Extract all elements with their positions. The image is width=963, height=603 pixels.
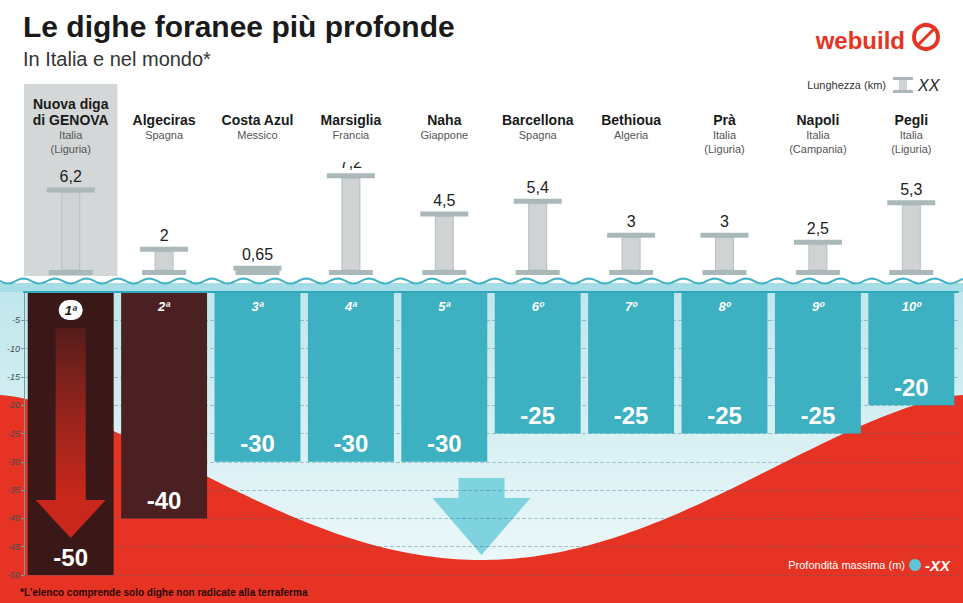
svg-text:(Campania): (Campania) <box>789 143 846 155</box>
svg-text:webuild: webuild <box>815 27 905 54</box>
svg-text:*L'elenco comprende solo dighe: *L'elenco comprende solo dighe non radic… <box>20 587 308 598</box>
svg-text:1ª: 1ª <box>65 303 78 318</box>
svg-text:Profondità massima (m): Profondità massima (m) <box>788 559 905 571</box>
svg-text:Bethioua: Bethioua <box>601 112 661 128</box>
svg-text:XX: XX <box>917 77 941 94</box>
svg-text:5,4: 5,4 <box>527 179 549 196</box>
svg-text:-35: -35 <box>7 485 21 495</box>
svg-text:6º: 6º <box>532 299 545 314</box>
svg-text:-25: -25 <box>7 429 21 439</box>
svg-text:Italia: Italia <box>806 129 830 141</box>
svg-text:Marsiglia: Marsiglia <box>321 112 382 128</box>
svg-text:Algeria: Algeria <box>614 129 649 141</box>
svg-text:4,5: 4,5 <box>433 192 455 209</box>
svg-text:Pegli: Pegli <box>895 112 928 128</box>
svg-text:-5: -5 <box>12 315 21 325</box>
svg-text:-10: -10 <box>7 344 20 354</box>
svg-text:-40: -40 <box>147 487 182 514</box>
svg-text:-45: -45 <box>7 542 21 552</box>
svg-text:Italia: Italia <box>713 129 737 141</box>
svg-text:2,5: 2,5 <box>807 220 829 237</box>
svg-text:6,2: 6,2 <box>60 168 82 185</box>
svg-text:-50: -50 <box>53 544 88 571</box>
svg-text:Algeciras: Algeciras <box>133 112 196 128</box>
svg-text:di GENOVA: di GENOVA <box>33 112 109 128</box>
svg-text:-20: -20 <box>7 400 20 410</box>
svg-text:7º: 7º <box>625 299 638 314</box>
svg-text:(Liguria): (Liguria) <box>891 143 931 155</box>
svg-text:9º: 9º <box>812 299 825 314</box>
svg-text:3ª: 3ª <box>251 299 264 314</box>
svg-text:5ª: 5ª <box>438 299 451 314</box>
svg-text:4ª: 4ª <box>344 299 358 314</box>
svg-text:-25: -25 <box>614 402 649 429</box>
svg-text:Spagna: Spagna <box>145 129 184 141</box>
svg-text:5,3: 5,3 <box>900 181 922 198</box>
svg-text:2: 2 <box>160 227 169 244</box>
svg-text:10º: 10º <box>902 299 922 314</box>
svg-text:-15: -15 <box>7 372 21 382</box>
svg-text:Barcellona: Barcellona <box>502 112 574 128</box>
svg-text:3: 3 <box>720 213 729 230</box>
svg-text:Prà: Prà <box>713 112 736 128</box>
svg-text:-25: -25 <box>707 402 742 429</box>
svg-text:Le dighe foranee più profonde: Le dighe foranee più profonde <box>23 10 455 43</box>
svg-text:-25: -25 <box>801 402 836 429</box>
svg-text:Naha: Naha <box>427 112 461 128</box>
svg-text:-20: -20 <box>894 374 929 401</box>
svg-text:-XX: -XX <box>925 557 951 574</box>
svg-text:3: 3 <box>627 213 636 230</box>
svg-text:-30: -30 <box>7 457 20 467</box>
svg-text:Italia: Italia <box>59 129 83 141</box>
svg-text:(Liguria): (Liguria) <box>51 143 91 155</box>
svg-text:Napoli: Napoli <box>797 112 840 128</box>
svg-text:Costa Azul: Costa Azul <box>222 112 294 128</box>
svg-text:Spagna: Spagna <box>519 129 558 141</box>
svg-text:Lunghezza (km): Lunghezza (km) <box>807 79 886 91</box>
svg-text:-30: -30 <box>334 430 369 457</box>
svg-text:Giappone: Giappone <box>420 129 468 141</box>
svg-text:Nuova diga: Nuova diga <box>33 96 109 112</box>
svg-text:Francia: Francia <box>333 129 371 141</box>
svg-text:7,2: 7,2 <box>340 154 362 171</box>
svg-text:Italia: Italia <box>900 129 924 141</box>
svg-text:-40: -40 <box>7 513 20 523</box>
svg-text:0,65: 0,65 <box>242 246 273 263</box>
svg-text:8º: 8º <box>719 299 732 314</box>
svg-text:2ª: 2ª <box>157 299 171 314</box>
svg-text:In Italia e nel mondo*: In Italia e nel mondo* <box>23 48 211 70</box>
svg-text:-25: -25 <box>520 402 555 429</box>
svg-text:-30: -30 <box>427 430 462 457</box>
svg-text:-50: -50 <box>7 570 20 580</box>
svg-text:Messico: Messico <box>237 129 277 141</box>
svg-text:(Liguria): (Liguria) <box>704 143 744 155</box>
svg-text:-30: -30 <box>240 430 275 457</box>
